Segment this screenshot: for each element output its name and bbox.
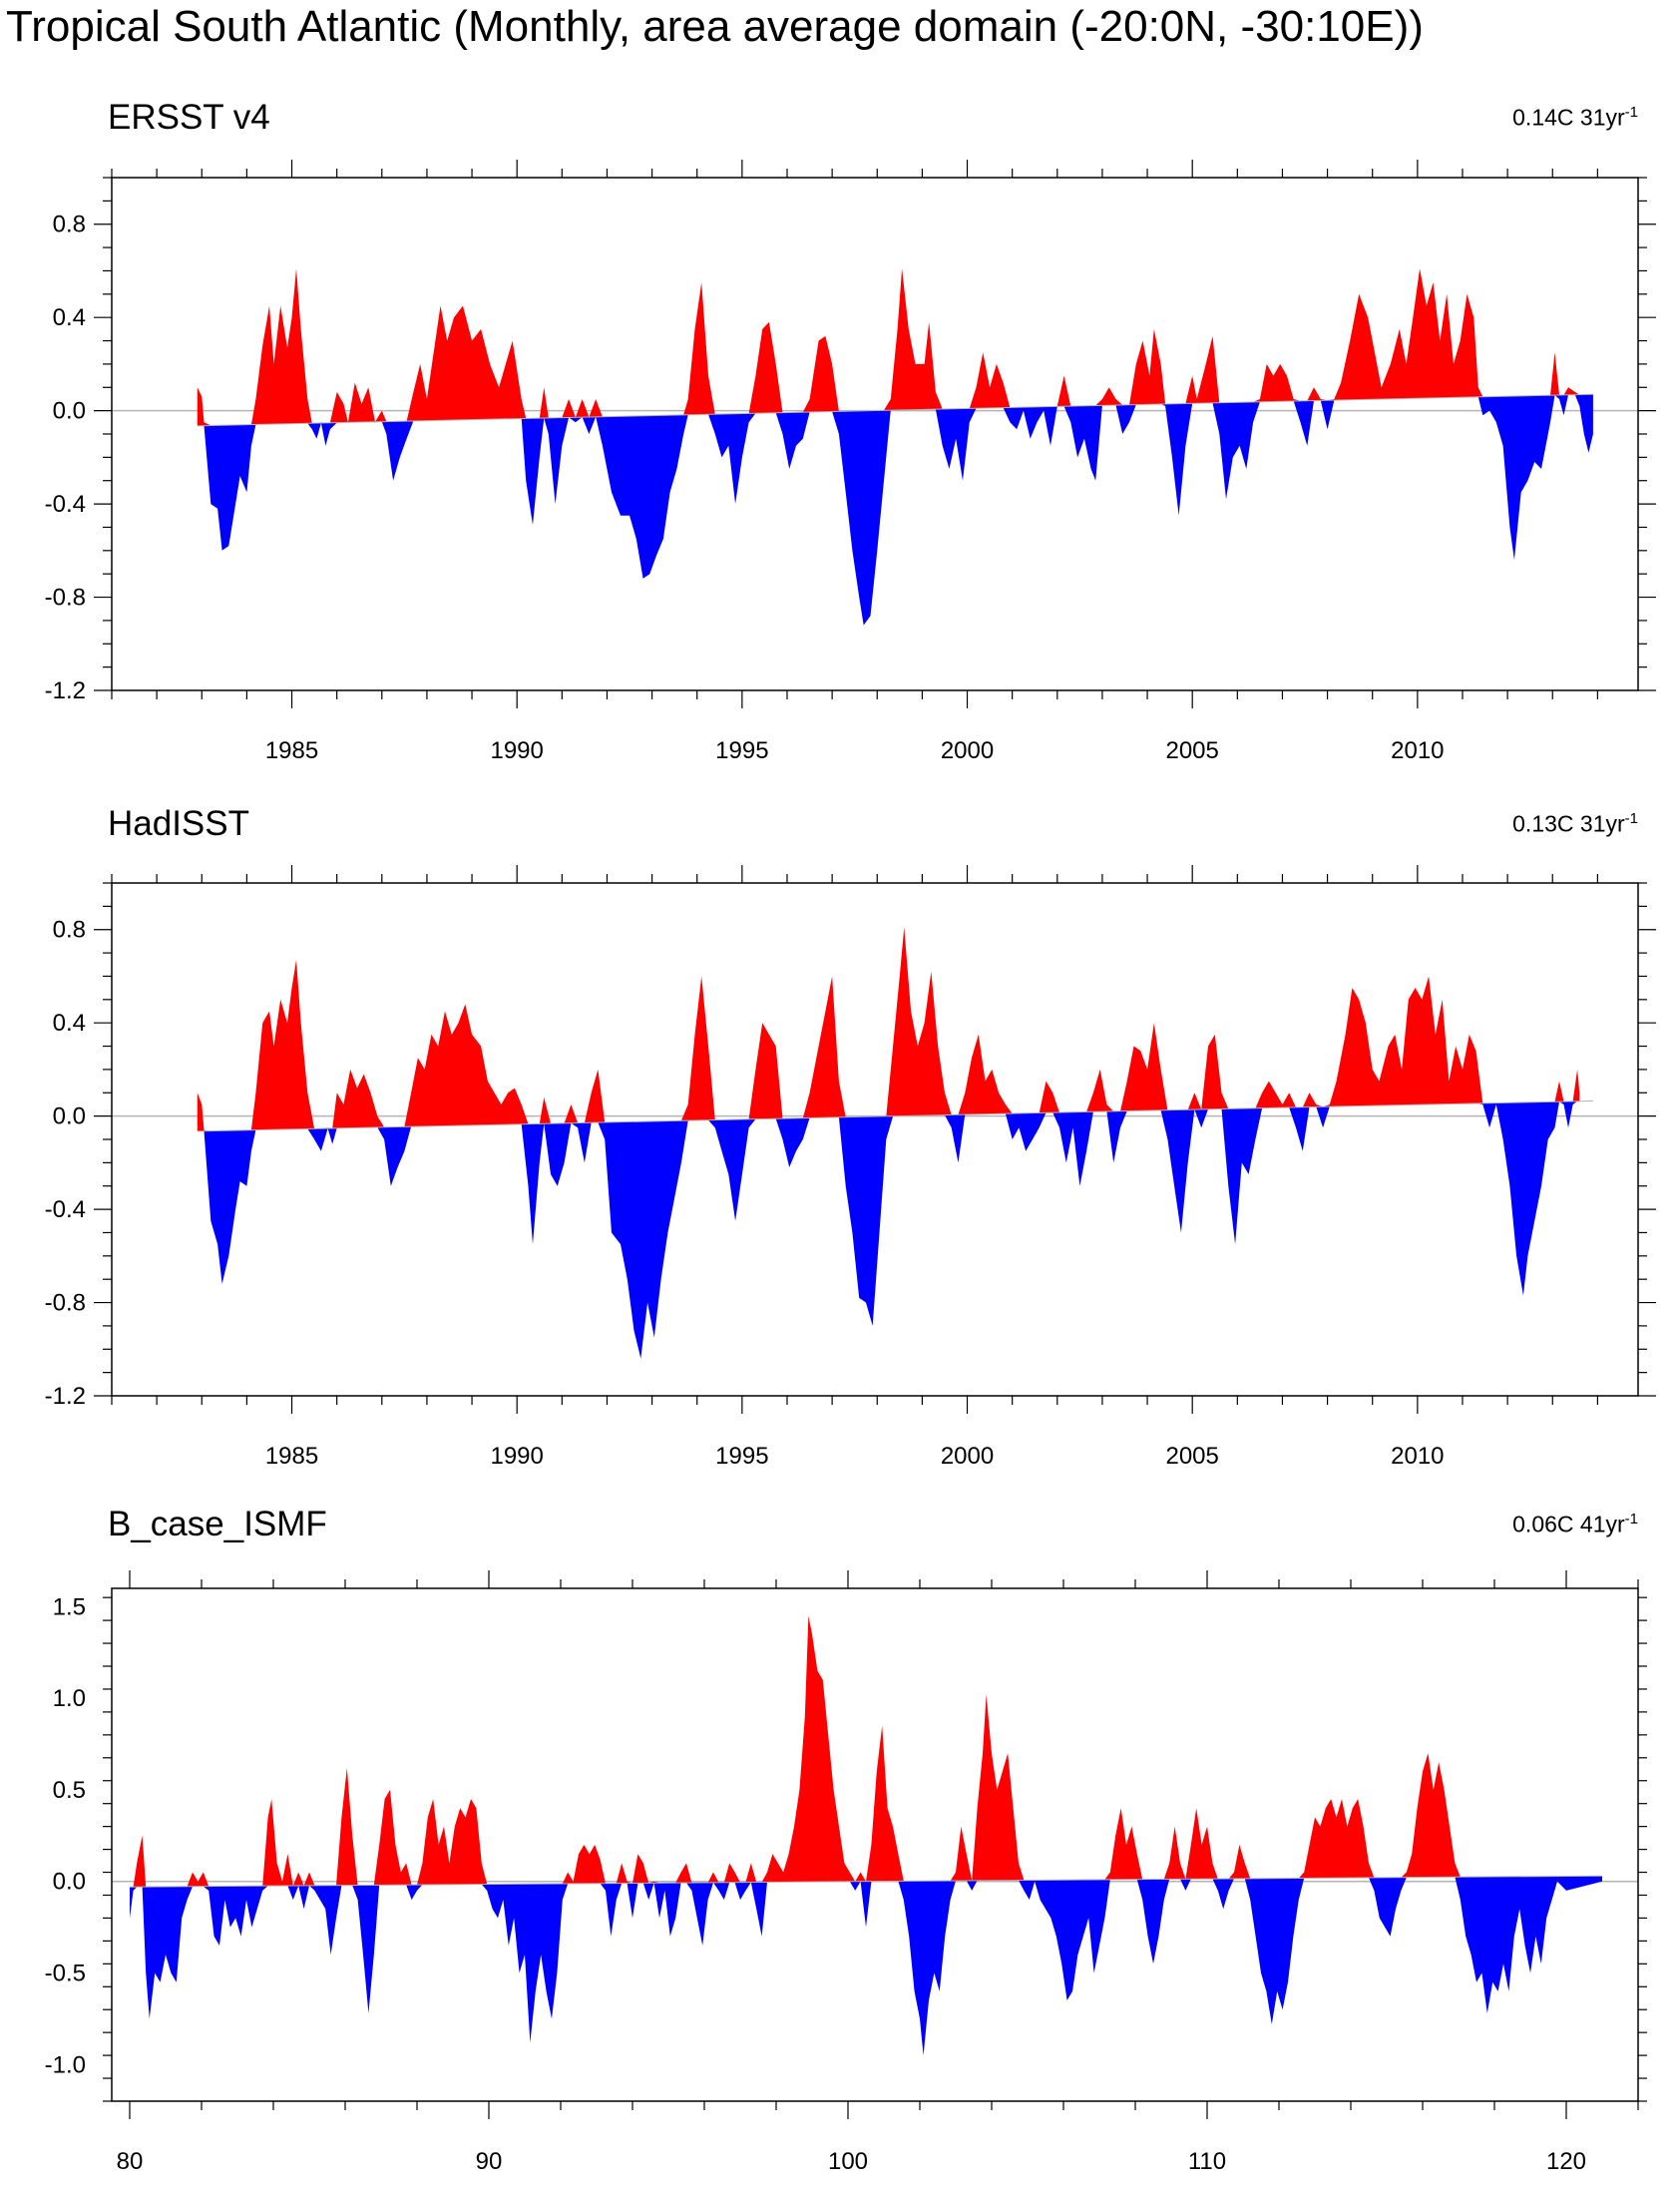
panel-2-y-tick-label: 0.0 [53,1103,86,1130]
panel-3-y-tick-label: 1.0 [53,1685,86,1712]
panel-1-x-tick-label: 1985 [265,737,318,764]
panel-1-y-tick-label: -0.4 [45,491,86,518]
panel-1-y-tick-label: 0.4 [53,304,86,331]
panel-1-negative-area [197,394,1593,626]
panel-2-x-tick-label: 2010 [1391,1443,1444,1470]
panel-2-negative-area [197,1100,1580,1359]
panel-3-y-tick-label: -0.5 [45,1961,86,1987]
panel-2-positive-area [197,927,1580,1131]
panel-1-y-tick-label: 0.0 [53,398,86,425]
panel-2-y-tick-label: 0.8 [53,917,86,944]
panel-1-plot: 0.8 0.4 0.0 -0.4 -0.8 -1.2 1985 1990 1995 2000 200… [45,160,1656,764]
panel-1-x-tick-label: 1990 [490,737,543,764]
panel-3-positive-area [130,1615,1602,1888]
panel-1-x-tick-label: 1995 [715,737,768,764]
panel-3-title: B_case_ISMF [108,1505,327,1543]
panel-2-x-tick-label: 2005 [1165,1443,1218,1470]
panel-1-positive-area [197,268,1593,426]
panel-3-y-tick-label: 0.0 [53,1869,86,1896]
panel-1-trend-line [197,393,1593,427]
panel-3-trend-value: 0.06C 41yr [1512,1511,1625,1537]
panel-3-trend-exponent: -1 [1624,1511,1638,1528]
panel-1-x-tick-label: 2000 [941,737,994,764]
panel-2-x-tick-label: 1985 [265,1443,318,1470]
panel-1-y-tick-label: 0.8 [53,212,86,238]
panel-3-y-tick-label: -1.0 [45,2051,86,2078]
panel-2-title: HadISST [108,804,249,843]
panel-1-x-tick-label: 2005 [1165,737,1218,764]
panel-2-y-tick-label: -0.8 [45,1290,86,1317]
panel-2-y-tick-label: 0.4 [53,1010,86,1037]
panel-1-x-tick-label: 2010 [1391,737,1444,764]
panel-2-trend-exponent: -1 [1624,810,1638,827]
panel-3-plot: 1.5 1.0 0.5 0.0 -0.5 -1.0 80 90 100 110 120 [45,1570,1647,2175]
panel-1-trend: 0.14C 31yr-1 [1512,104,1638,132]
panel-2-x-tick-label: 2000 [941,1443,994,1470]
panel-2-plot: 0.8 0.4 0.0 -0.4 -0.8 -1.2 1985 1990 1995 2000 200… [45,865,1656,1470]
panel-2-y-tick-label: -0.4 [45,1196,86,1223]
panel-2-trend-line [197,1099,1593,1132]
panel-1-trend-exponent: -1 [1624,104,1638,121]
panel-1-y-tick-label: -1.2 [45,677,86,704]
panel-2-x-tick-label: 1995 [715,1443,768,1470]
panel-3-y-tick-label: 1.5 [53,1593,86,1620]
panel-2-trend: 0.13C 31yr-1 [1512,810,1638,838]
panel-2-y-tick-label: -1.2 [45,1383,86,1410]
panel-3-frame [111,1587,1639,2102]
panel-2-x-tick-label: 1990 [490,1443,543,1470]
panel-1-title: ERSST v4 [108,98,270,137]
panel-3-negative-area [130,1876,1602,2056]
panel-3-trend: 0.06C 41yr-1 [1512,1511,1638,1538]
panel-3-x-tick-label: 110 [1188,2148,1226,2175]
panel-1-trend-value: 0.14C 31yr [1512,104,1625,131]
figure-title: Tropical South Atlantic (Monthly, area a… [6,2,1424,51]
panel-1-y-tick-label: -0.8 [45,585,86,612]
panel-3-x-tick-label: 100 [828,2148,868,2175]
panel-3-x-tick-label: 80 [117,2148,144,2175]
panel-3-x-tick-label: 120 [1546,2148,1586,2175]
panel-3-y-tick-label: 0.5 [53,1777,86,1804]
panel-2-trend-value: 0.13C 31yr [1512,810,1625,837]
panel-3-trend-line [129,1875,1603,1888]
panel-3-x-tick-label: 90 [476,2148,503,2175]
